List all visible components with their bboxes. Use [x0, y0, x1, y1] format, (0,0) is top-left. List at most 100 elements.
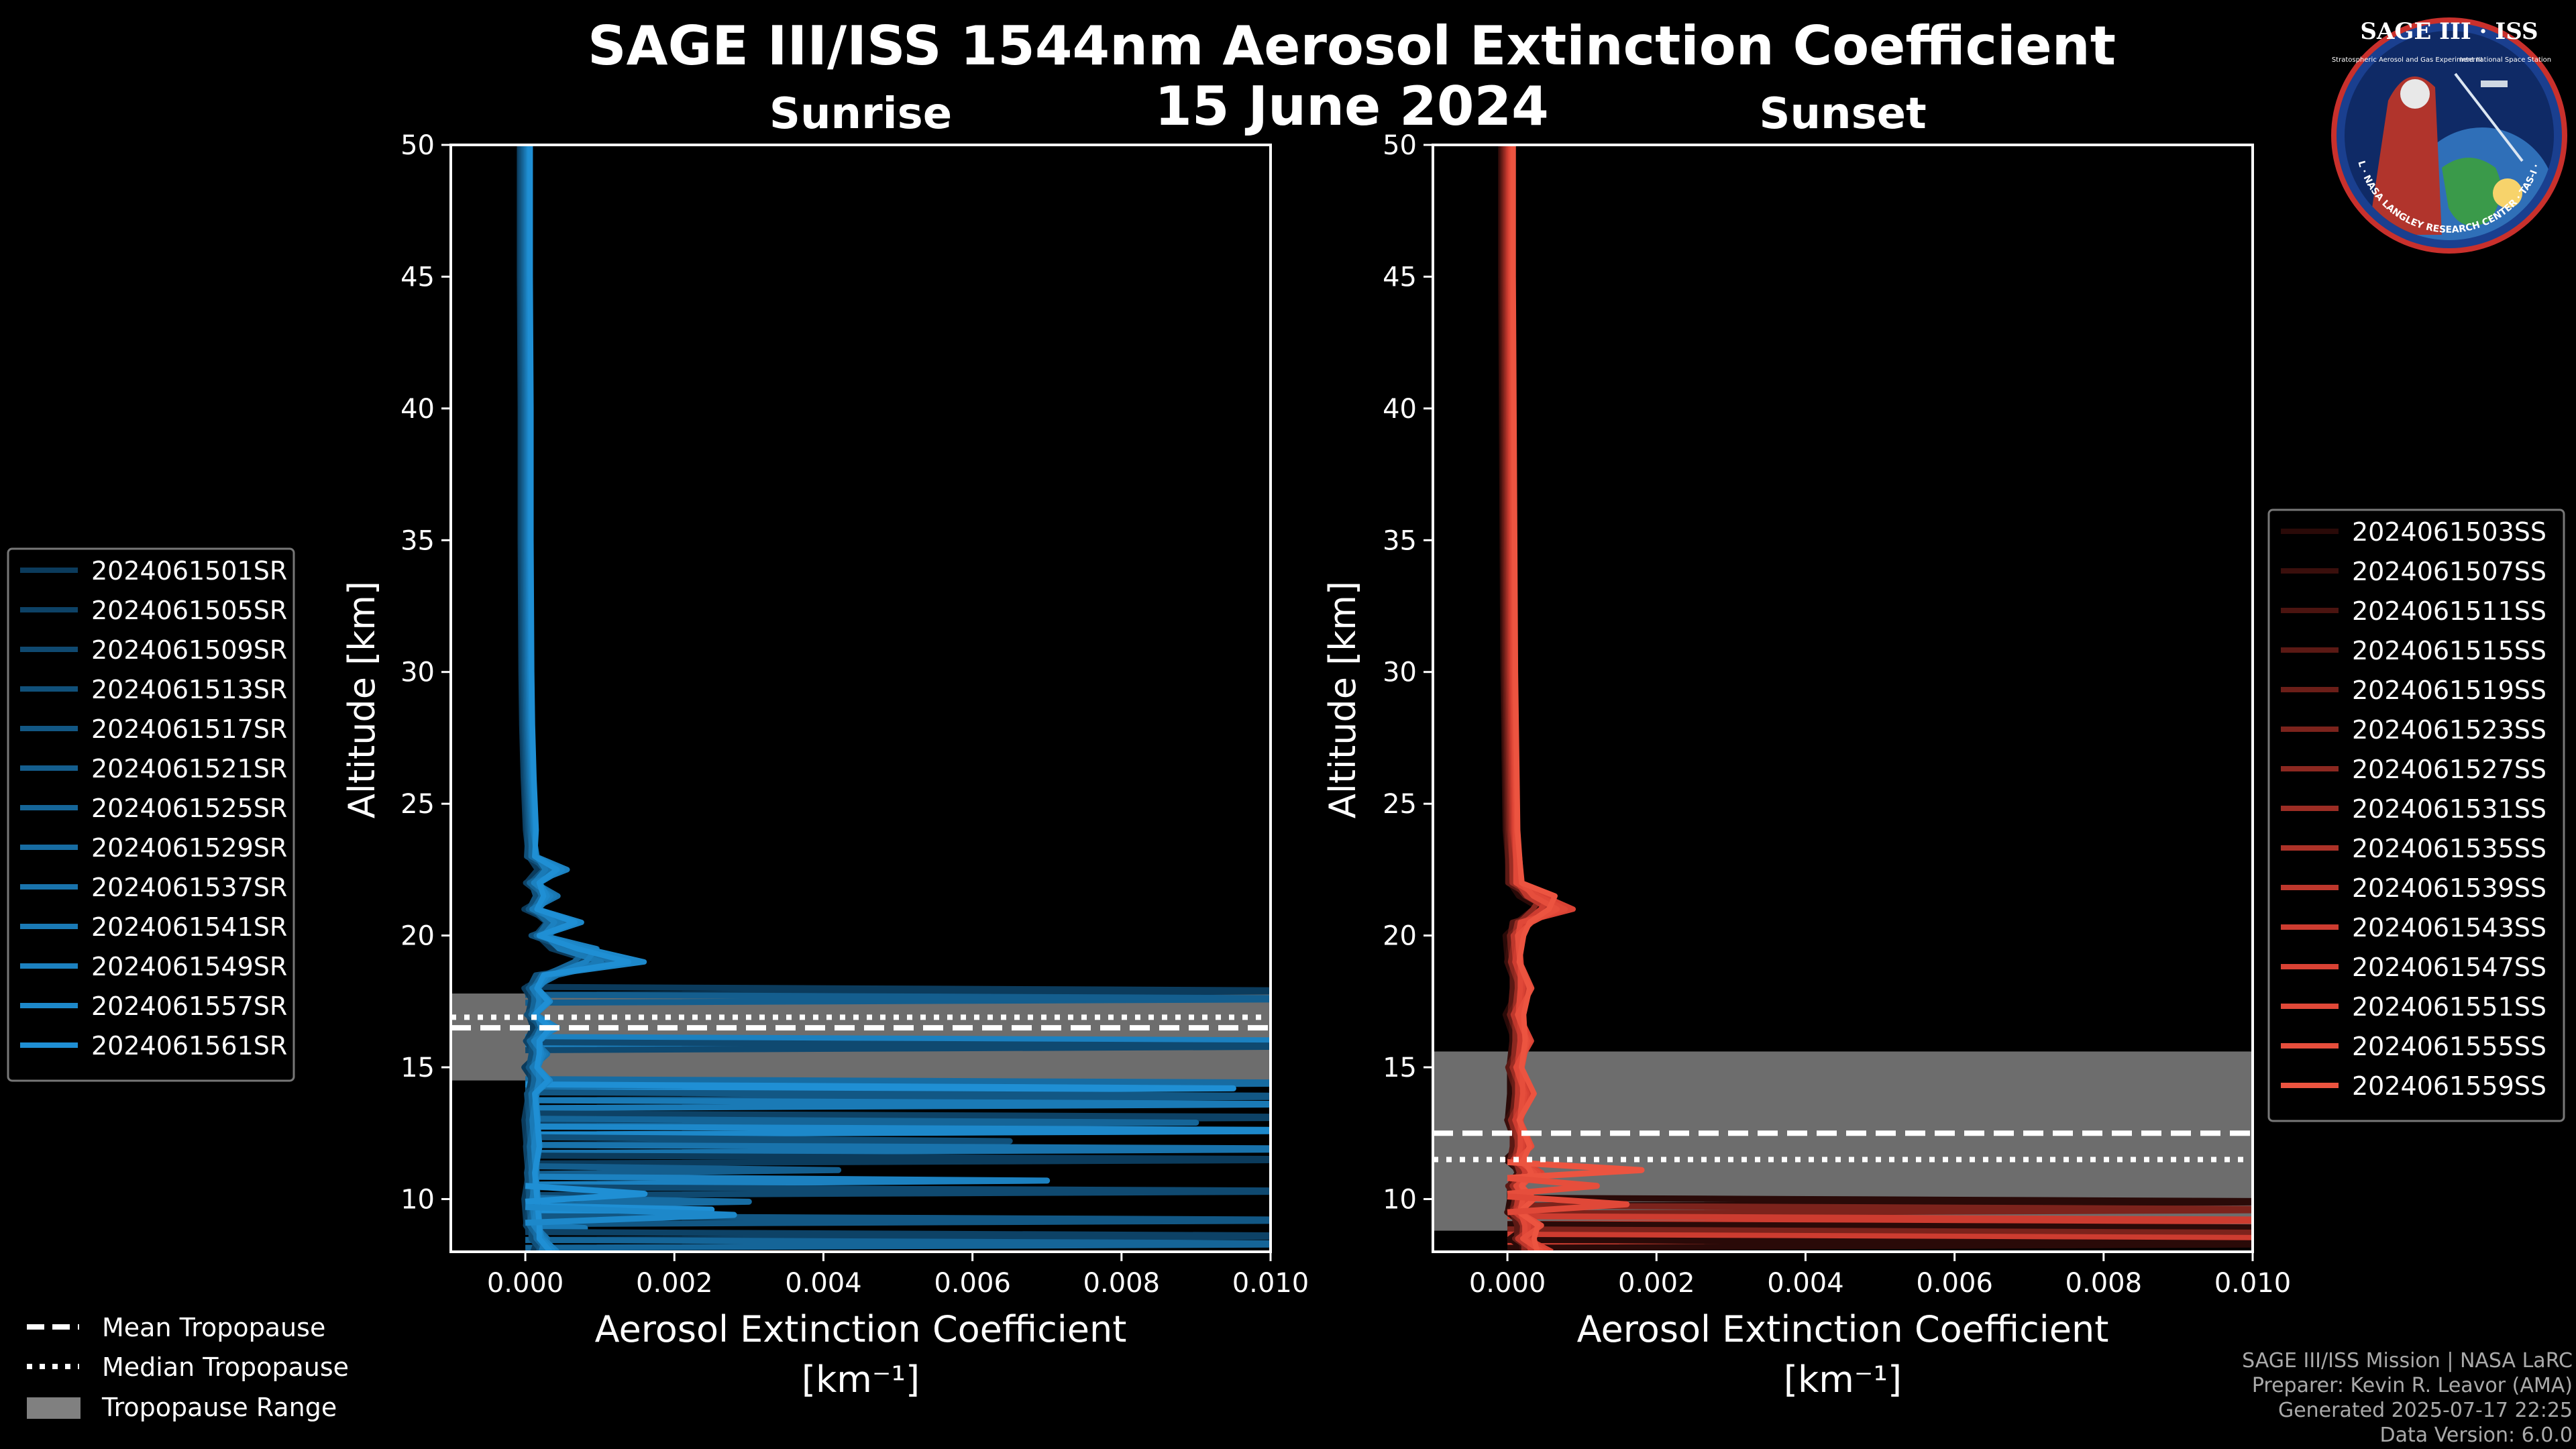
- sunset-xtick-label: 0.010: [2214, 1268, 2292, 1299]
- sunset-ytick-label: 10: [1383, 1184, 1417, 1215]
- sunset-xtick-label: 0.008: [2065, 1268, 2143, 1299]
- sunrise-legend-label: 2024061557SR: [91, 991, 287, 1021]
- sunrise-ytick-label: 40: [400, 394, 435, 425]
- credit-data-version: Data Version: 6.0.0: [2380, 1424, 2573, 1447]
- figure-head-shape: [2400, 79, 2430, 109]
- tropopause-legend: Mean Tropopause Median Tropopause Tropop…: [27, 1313, 349, 1422]
- sunset-xtick-label: 0.006: [1916, 1268, 1993, 1299]
- sunset-spike-line: [1507, 1193, 1630, 1216]
- sunrise-axes-frame: [449, 144, 1272, 1253]
- sunset-xunit: [km⁻¹]: [1784, 1358, 1902, 1401]
- sunrise-legend-label: 2024061561SR: [91, 1031, 287, 1061]
- sunrise-ytick-label: 15: [400, 1053, 435, 1083]
- sunrise-spike-line: [525, 1183, 648, 1205]
- logo-small-left: Stratospheric Aerosol and Gas Experiment…: [2332, 56, 2482, 64]
- sunrise-xtick-label: 0.010: [1232, 1268, 1309, 1299]
- sunrise-xtick-label: 0.002: [636, 1268, 713, 1299]
- sunset-excursion-line: [1507, 1202, 2253, 1217]
- sunrise-legend-label: 2024061513SR: [91, 675, 287, 704]
- sunrise-ytick-label: 50: [400, 130, 435, 161]
- credit-preparer: Preparer: Kevin R. Leavor (AMA): [2252, 1374, 2573, 1397]
- sunset-ytick-label: 30: [1383, 657, 1417, 688]
- sunset-legend-label: 2024061535SS: [2352, 834, 2546, 863]
- credit-mission: SAGE III/ISS Mission | NASA LaRC: [2242, 1349, 2573, 1373]
- sunrise-series-2024061561SR: [527, 145, 632, 1252]
- sunrise-legend-label: 2024061529SR: [91, 833, 287, 863]
- sunset-legend-label: 2024061539SS: [2352, 873, 2546, 903]
- figure-robe-shape: [2368, 76, 2442, 235]
- logo-small-right: International Space Station: [2460, 56, 2551, 64]
- sunset-spike-line: [1507, 1159, 1645, 1181]
- sunrise-legend-label: 2024061549SR: [91, 952, 287, 981]
- sunset-legend-label: 2024061547SS: [2352, 953, 2546, 982]
- sunrise-xlabel: Aerosol Extinction Coefficient: [595, 1308, 1127, 1350]
- sunrise-ytick-label: 30: [400, 657, 435, 688]
- sunrise-legend-label: 2024061541SR: [91, 912, 287, 942]
- sunset-legend-label: 2024061555SS: [2352, 1032, 2546, 1061]
- sunrise-legend-label: 2024061537SR: [91, 873, 287, 902]
- sunrise-legend: 2024061501SR 2024061505SR 2024061509SR 2024…: [7, 547, 295, 1082]
- credits: SAGE III/ISS Mission | NASA LaRC Prepare…: [2242, 1349, 2573, 1447]
- sunrise-panel-title: Sunrise: [769, 89, 952, 139]
- sunrise-excursion-line: [525, 1039, 1271, 1053]
- logo-title: SAGE III · ISS: [2360, 18, 2538, 45]
- sunset-ytick-label: 50: [1383, 130, 1417, 161]
- sunrise-excursion-line: [525, 991, 1271, 1006]
- sunrise-excursion-line: [525, 1213, 1271, 1228]
- sunrise-excursion-line: [525, 1163, 842, 1177]
- sun-shape: [2493, 178, 2522, 208]
- sunset-axes-frame: [1432, 144, 2254, 1253]
- sunset-legend-label: 2024061503SS: [2352, 517, 2546, 547]
- sunset-legend-label: 2024061551SS: [2352, 992, 2546, 1022]
- sunrise-legend-label: 2024061521SR: [91, 754, 287, 784]
- sunrise-xtick-label: 0.004: [785, 1268, 862, 1299]
- sunset-xtick-label: 0.000: [1469, 1268, 1546, 1299]
- sunset-legend-label: 2024061527SS: [2352, 755, 2546, 784]
- sunset-legend-label: 2024061543SS: [2352, 913, 2546, 943]
- credit-generated: Generated 2025-07-17 22:25: [2278, 1399, 2573, 1422]
- figure-date: 15 June 2024: [1155, 75, 1549, 138]
- sunset-legend-label: 2024061515SS: [2352, 636, 2546, 665]
- sunrise-ytick-label: 25: [400, 789, 435, 820]
- sunrise-ytick-label: 45: [400, 262, 435, 292]
- sunrise-legend-label: 2024061501SR: [91, 556, 287, 586]
- tropopause-range-label: Tropopause Range: [101, 1393, 337, 1422]
- sunset-ylabel: Altitude [km]: [1322, 581, 1364, 818]
- figure-title: SAGE III/ISS 1544nm Aerosol Extinction C…: [588, 15, 2116, 77]
- sunset-legend-label: 2024061531SS: [2352, 794, 2546, 824]
- sunrise-xunit: [km⁻¹]: [802, 1358, 920, 1401]
- sunrise-xtick-label: 0.000: [487, 1268, 564, 1299]
- sunset-legend-label: 2024061523SS: [2352, 715, 2546, 745]
- sunrise-ylabel: Altitude [km]: [341, 581, 383, 818]
- sunset-ytick-label: 20: [1383, 921, 1417, 952]
- sunset-plot: 10 15 20 25 30 35 40 45 50 0.000 0.002 0.004 0.006 0.…: [1383, 130, 2292, 1299]
- sunrise-excursion-line: [525, 1173, 1051, 1188]
- sunrise-legend-label: 2024061505SR: [91, 596, 287, 625]
- sunset-legend-label: 2024061519SS: [2352, 676, 2546, 705]
- sunset-legend-label: 2024061507SS: [2352, 557, 2546, 586]
- sunrise-excursion-line: [525, 1236, 1271, 1251]
- sunset-ytick-label: 25: [1383, 789, 1417, 820]
- sunrise-legend-frame: [7, 547, 295, 1082]
- sunrise-xtick-label: 0.008: [1083, 1268, 1161, 1299]
- sunset-xlabel: Aerosol Extinction Coefficient: [1577, 1308, 2109, 1350]
- sunset-excursion-line: [1507, 1236, 2253, 1251]
- sunset-legend-label: 2024061559SS: [2352, 1071, 2546, 1101]
- mean-tropopause-label: Mean Tropopause: [102, 1313, 325, 1342]
- sunrise-plot: 10 15 20 25 30 35 40 45 50 0.000 0.002 0.004 0.006 0.…: [400, 130, 1309, 1299]
- telescope-beam: [2454, 72, 2524, 162]
- sunset-legend: 2024061503SS 2024061507SS 2024061511SS 2024…: [2267, 508, 2565, 1122]
- sunset-legend-label: 2024061511SS: [2352, 596, 2546, 626]
- sunrise-ytick-label: 35: [400, 525, 435, 556]
- sunrise-excursion-line: [525, 1142, 1271, 1157]
- continent-shape: [2442, 158, 2501, 226]
- sunrise-excursion-line: [525, 1184, 1271, 1199]
- sunrise-ytick-label: 20: [400, 921, 435, 952]
- sunrise-excursion-line: [525, 1152, 1271, 1167]
- sunset-ytick-label: 35: [1383, 525, 1417, 556]
- sunset-ytick-label: 45: [1383, 262, 1417, 292]
- sunrise-legend-label: 2024061517SR: [91, 714, 287, 744]
- sunset-ytick-label: 40: [1383, 394, 1417, 425]
- iss-shape: [2481, 80, 2508, 87]
